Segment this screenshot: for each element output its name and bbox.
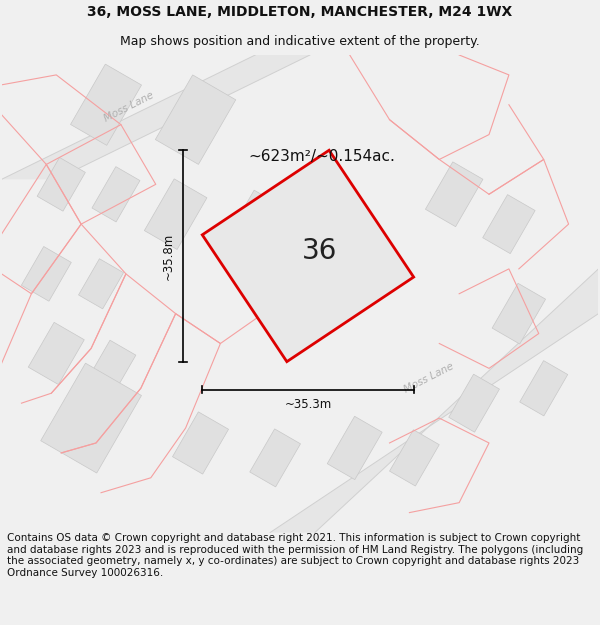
Polygon shape bbox=[482, 194, 535, 254]
Text: ~35.3m: ~35.3m bbox=[284, 398, 332, 411]
Polygon shape bbox=[22, 246, 71, 301]
Polygon shape bbox=[79, 259, 124, 309]
Polygon shape bbox=[327, 416, 382, 479]
Polygon shape bbox=[86, 340, 136, 396]
Text: ~623m²/~0.154ac.: ~623m²/~0.154ac. bbox=[248, 149, 395, 164]
Text: ~35.8m: ~35.8m bbox=[162, 232, 175, 279]
Polygon shape bbox=[71, 64, 142, 146]
Polygon shape bbox=[2, 55, 310, 179]
Polygon shape bbox=[145, 179, 207, 249]
Polygon shape bbox=[492, 283, 545, 344]
Polygon shape bbox=[28, 322, 84, 384]
Polygon shape bbox=[92, 167, 140, 222]
Text: Moss Lane: Moss Lane bbox=[403, 361, 456, 395]
Polygon shape bbox=[520, 361, 568, 416]
Text: 36: 36 bbox=[302, 237, 338, 265]
Text: Map shows position and indicative extent of the property.: Map shows position and indicative extent… bbox=[120, 35, 480, 48]
Polygon shape bbox=[270, 269, 598, 532]
Polygon shape bbox=[173, 412, 229, 474]
Text: 36, MOSS LANE, MIDDLETON, MANCHESTER, M24 1WX: 36, MOSS LANE, MIDDLETON, MANCHESTER, M2… bbox=[88, 5, 512, 19]
Polygon shape bbox=[41, 363, 142, 473]
Polygon shape bbox=[425, 162, 483, 227]
Polygon shape bbox=[202, 150, 413, 362]
Polygon shape bbox=[449, 374, 499, 432]
Text: Moss Lane: Moss Lane bbox=[103, 90, 155, 124]
Polygon shape bbox=[37, 158, 85, 211]
Polygon shape bbox=[226, 190, 285, 258]
Text: Contains OS data © Crown copyright and database right 2021. This information is : Contains OS data © Crown copyright and d… bbox=[7, 533, 583, 578]
Polygon shape bbox=[155, 75, 236, 164]
Polygon shape bbox=[389, 430, 439, 486]
Polygon shape bbox=[250, 429, 301, 487]
